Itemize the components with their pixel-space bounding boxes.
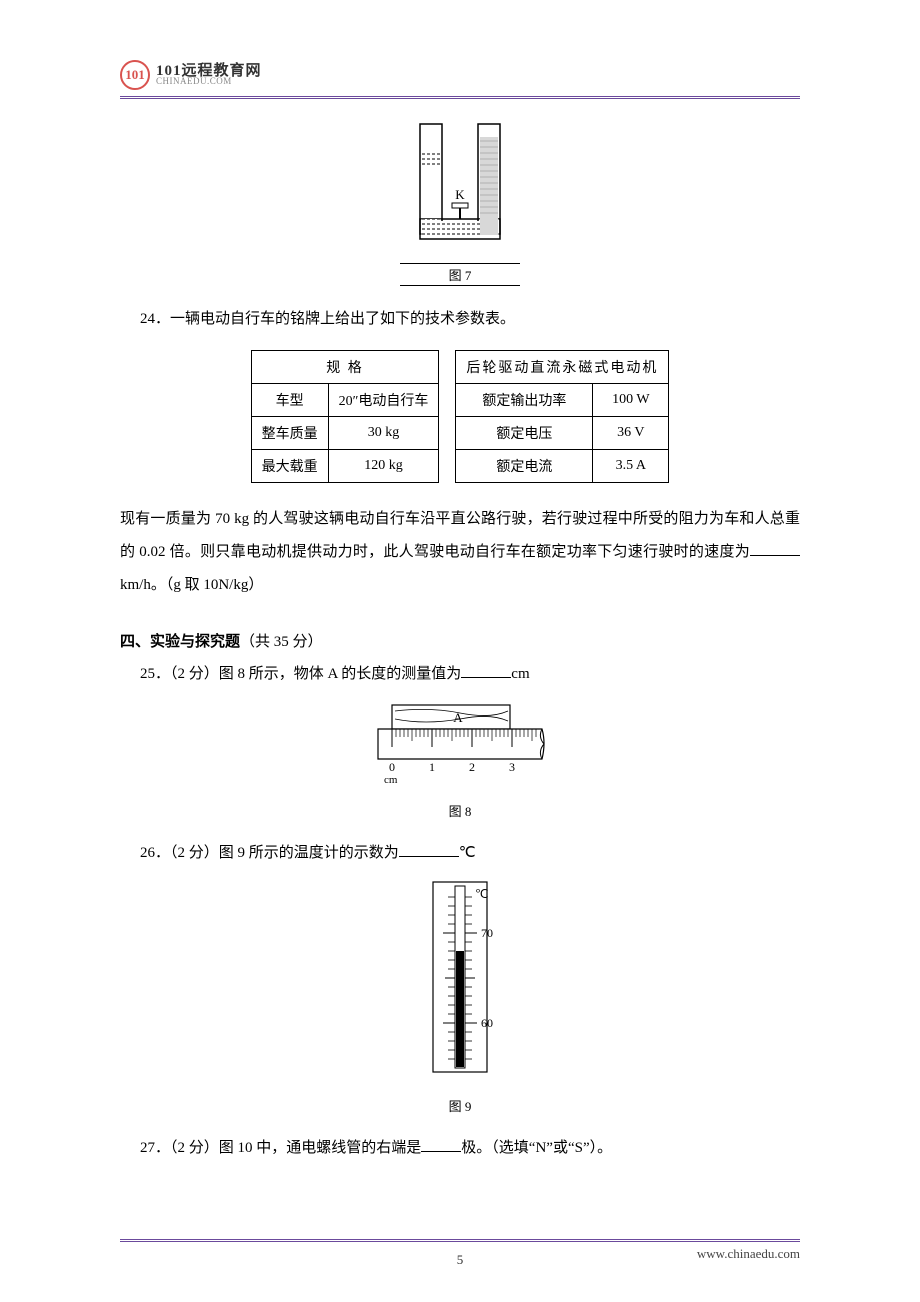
- q27-text-b: 极。（选填“N”或“S”）。: [461, 1140, 612, 1156]
- figure-9-caption: 图 9: [120, 1096, 800, 1115]
- t2-r2-c1: 3.5 A: [593, 450, 669, 483]
- q27-points: （2 分）: [170, 1140, 219, 1156]
- t2-r0-c0: 额定输出功率: [456, 384, 593, 417]
- svg-text:2: 2: [469, 760, 475, 774]
- t1-r1-c1: 30 kg: [328, 417, 439, 450]
- q27-text-a: 图 10 中，通电螺线管的右端是: [219, 1140, 422, 1156]
- section4-points: （共 35 分）: [240, 634, 323, 650]
- spec-table-right: 后轮驱动直流永磁式电动机 额定输出功率100 W 额定电压36 V 额定电流3.…: [455, 350, 669, 483]
- q24-label: 24．: [140, 311, 170, 327]
- question-24: 24．一辆电动自行车的铭牌上给出了如下的技术参数表。: [120, 304, 800, 334]
- t1-r2-c0: 最大载重: [251, 450, 328, 483]
- q26-blank: [399, 856, 459, 857]
- question-27: 27．（2 分）图 10 中，通电螺线管的右端是 极。（选填“N”或“S”）。: [120, 1133, 800, 1163]
- table1-header: 规 格: [251, 351, 439, 384]
- figure-7-caption: 图 7: [400, 263, 520, 286]
- svg-text:3: 3: [509, 760, 515, 774]
- spec-tables: 规 格 车型20″电动自行车 整车质量30 kg 最大载重120 kg 后轮驱动…: [120, 350, 800, 483]
- svg-text:0: 0: [389, 760, 395, 774]
- t1-r1-c0: 整车质量: [251, 417, 328, 450]
- q24-unit: km/h。（g 取 10N/kg）: [120, 577, 263, 593]
- q26-text: 图 9 所示的温度计的示数为: [219, 845, 399, 861]
- t2-r1-c0: 额定电压: [456, 417, 593, 450]
- q26-label: 26．: [140, 845, 170, 861]
- q24-paragraph: 现有一质量为 70 kg 的人驾驶这辆电动自行车沿平直公路行驶，若行驶过程中所受…: [120, 503, 800, 602]
- u-tube-diagram: K: [400, 119, 520, 259]
- t1-r2-c1: 120 kg: [328, 450, 439, 483]
- valve-label: K: [455, 187, 465, 202]
- footer-url: www.chinaedu.com: [697, 1246, 800, 1261]
- t2-r1-c1: 36 V: [593, 417, 669, 450]
- question-26: 26．（2 分）图 9 所示的温度计的示数为 ℃: [120, 838, 800, 868]
- q26-points: （2 分）: [170, 845, 219, 861]
- table2-header: 后轮驱动直流永磁式电动机: [456, 351, 669, 384]
- svg-text:cm: cm: [384, 774, 398, 786]
- spec-table-left: 规 格 车型20″电动自行车 整车质量30 kg 最大载重120 kg: [251, 350, 440, 483]
- q25-unit: cm: [511, 666, 529, 682]
- page-footer: www.chinaedu.com: [120, 1239, 800, 1262]
- question-25: 25．（2 分）图 8 所示，物体 A 的长度的测量值为 cm: [120, 659, 800, 689]
- q27-label: 27．: [140, 1140, 170, 1156]
- logo-icon: 101: [120, 60, 150, 90]
- logo-mark: 101: [125, 67, 145, 83]
- logo-subtext: CHINAEDU.COM: [156, 77, 262, 86]
- svg-text:℃: ℃: [475, 887, 488, 901]
- q24-text: 一辆电动自行车的铭牌上给出了如下的技术参数表。: [170, 311, 515, 327]
- q24-para-text: 现有一质量为 70 kg 的人驾驶这辆电动自行车沿平直公路行驶，若行驶过程中所受…: [120, 511, 800, 560]
- page-header: 101 101远程教育网 CHINAEDU.COM: [120, 60, 800, 99]
- figure-8: A 0 1 2 3 cm 图 8: [120, 697, 800, 820]
- figure-7: K 图 7: [120, 119, 800, 286]
- svg-text:60: 60: [481, 1016, 493, 1030]
- figure-8-caption: 图 8: [120, 801, 800, 820]
- q25-points: （2 分）: [170, 666, 219, 682]
- svg-text:1: 1: [429, 760, 435, 774]
- q27-blank: [421, 1151, 461, 1152]
- figure-9: 70 60 ℃ 图 9: [120, 876, 800, 1115]
- svg-text:70: 70: [481, 926, 493, 940]
- t1-r0-c0: 车型: [251, 384, 328, 417]
- t1-r0-c1: 20″电动自行车: [328, 384, 439, 417]
- ruler-diagram: A 0 1 2 3 cm: [370, 697, 550, 797]
- q24-blank: [750, 555, 800, 556]
- svg-text:A: A: [453, 710, 463, 725]
- q25-text: 图 8 所示，物体 A 的长度的测量值为: [219, 666, 462, 682]
- q25-label: 25．: [140, 666, 170, 682]
- section4-text: 四、实验与探究题: [120, 634, 240, 650]
- section-4-title: 四、实验与探究题（共 35 分）: [120, 630, 800, 651]
- q26-unit: ℃: [459, 845, 476, 861]
- t2-r2-c0: 额定电流: [456, 450, 593, 483]
- q25-blank: [461, 677, 511, 678]
- t2-r0-c1: 100 W: [593, 384, 669, 417]
- thermometer-diagram: 70 60 ℃: [415, 876, 505, 1086]
- logo-text-block: 101远程教育网 CHINAEDU.COM: [156, 64, 262, 86]
